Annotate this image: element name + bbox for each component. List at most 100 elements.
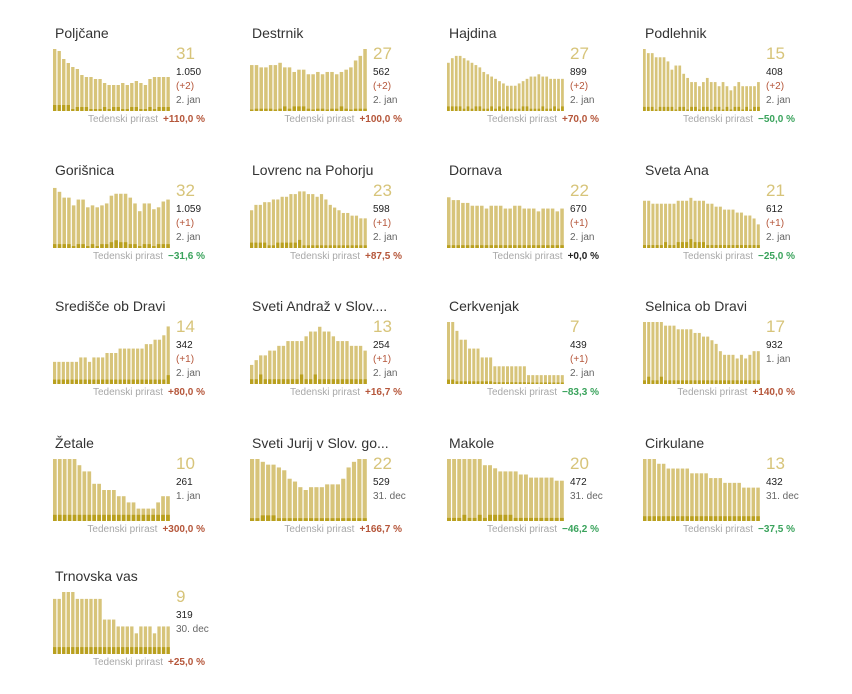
bar-low-segment (652, 516, 656, 521)
bar-chart (643, 459, 760, 521)
bar-low-segment (474, 106, 478, 111)
bar (148, 626, 152, 654)
bar-low-segment (552, 382, 556, 384)
bar (539, 477, 544, 521)
bar (346, 212, 350, 248)
bar (350, 215, 354, 248)
bar (655, 203, 659, 248)
bar (166, 199, 170, 248)
last-date: 31. dec (766, 491, 799, 502)
bar-low-segment (301, 106, 306, 111)
bar-chart (447, 197, 564, 248)
bar (293, 194, 297, 248)
bar (664, 325, 668, 384)
bar-low-segment (737, 106, 741, 111)
bar-low-segment (62, 514, 67, 521)
bar (517, 83, 521, 111)
bar-low-segment (254, 379, 258, 384)
bar (148, 79, 152, 111)
bar-low-segment (549, 517, 554, 521)
bar-low-segment (166, 107, 170, 111)
weekly-growth: Tedenski prirast +300,0 % (87, 524, 205, 535)
bar (143, 626, 148, 654)
bar-low-segment (62, 244, 66, 248)
bar (447, 62, 450, 111)
bar-low-segment (472, 517, 477, 521)
current-value: 23 (373, 181, 392, 200)
bar (705, 77, 709, 111)
bar (486, 74, 490, 111)
bar (545, 76, 549, 111)
daily-diff: (+1) (176, 218, 195, 229)
bar-low-segment (104, 244, 109, 248)
bar (666, 468, 671, 521)
bar-low-segment (678, 106, 682, 111)
bar (467, 459, 472, 521)
bar (737, 82, 741, 111)
bar (121, 496, 126, 521)
bar (116, 496, 121, 521)
bar (80, 75, 84, 111)
bar-low-segment (283, 106, 287, 111)
bar-low-segment (550, 245, 555, 248)
municipality-card: Podlehnik 15 408 (+2) 2. jan Tedenski prirast… (643, 25, 813, 140)
weekly-growth: Tedenski prirast +0,0 % (493, 251, 599, 262)
bar-low-segment (96, 379, 100, 384)
bar (114, 193, 118, 248)
bar (53, 598, 57, 654)
bar (286, 341, 290, 384)
bar-low-segment (735, 380, 739, 384)
bar-low-segment (259, 374, 263, 384)
bar (67, 459, 72, 521)
municipality-card: Sveta Ana 21 612 (+1) 2. jan Tedenski prirast… (643, 162, 813, 277)
bar-low-segment (92, 514, 97, 521)
bar (157, 626, 161, 654)
current-value: 27 (570, 44, 589, 63)
municipality-card: Makole 20 472 31. dec Tedenski prirast −46,2 … (447, 435, 617, 550)
bar-low-segment (126, 514, 131, 521)
current-value: 21 (766, 181, 785, 200)
bar (340, 341, 345, 384)
bar-low-segment (259, 108, 263, 111)
bar (166, 626, 170, 654)
bar-low-segment (531, 245, 536, 248)
bar-low-segment (105, 379, 109, 384)
bar (89, 77, 93, 111)
bar (306, 74, 311, 111)
bar-low-segment (477, 514, 482, 521)
bar-low-segment (672, 245, 676, 248)
bar (685, 200, 689, 248)
weekly-growth: Tedenski prirast +25,0 % (93, 657, 205, 668)
current-value: 15 (766, 44, 785, 63)
bar (314, 487, 319, 521)
bar-low-segment (756, 245, 760, 248)
bar-low-segment (299, 374, 304, 384)
bar (330, 71, 334, 111)
bar-low-segment (745, 106, 748, 111)
bar (92, 357, 96, 384)
bar-low-segment (80, 647, 84, 654)
weekly-growth-value: −50,0 % (758, 114, 795, 125)
bar (643, 200, 647, 248)
bar (139, 626, 143, 654)
bar (503, 208, 508, 248)
bar (676, 200, 680, 248)
bar (685, 468, 689, 521)
bar-low-segment (643, 516, 647, 521)
last-date: 2. jan (176, 232, 201, 243)
bar-low-segment (133, 244, 137, 248)
municipality-card: Hajdina 27 899 (+2) 2. jan Tedenski prirast +7… (447, 25, 617, 140)
bar-low-segment (319, 245, 324, 248)
bar (672, 325, 676, 384)
bar (447, 459, 451, 521)
bar-low-segment (137, 246, 142, 248)
bar (322, 331, 326, 384)
bar (112, 619, 116, 654)
bar (725, 86, 729, 111)
bar (714, 343, 718, 384)
bar-low-segment (57, 105, 61, 111)
bar-low-segment (668, 245, 672, 248)
bar (514, 366, 518, 384)
weekly-growth-label: Tedenski prirast (87, 114, 159, 125)
bar (560, 375, 564, 384)
